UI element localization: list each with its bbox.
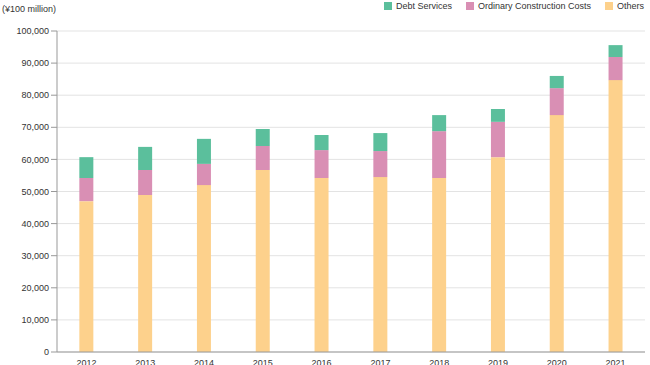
svg-text:2014: 2014 bbox=[194, 358, 214, 365]
svg-text:60,000: 60,000 bbox=[21, 155, 49, 165]
svg-text:50,000: 50,000 bbox=[21, 187, 49, 197]
svg-text:2013: 2013 bbox=[135, 358, 155, 365]
svg-text:2016: 2016 bbox=[312, 358, 332, 365]
svg-text:20,000: 20,000 bbox=[21, 283, 49, 293]
svg-text:2015: 2015 bbox=[253, 358, 273, 365]
html-text:Others: Others bbox=[617, 1, 644, 11]
svg-text:2017: 2017 bbox=[370, 358, 390, 365]
svg-text:2012: 2012 bbox=[76, 358, 96, 365]
svg-text:2019: 2019 bbox=[488, 358, 508, 365]
svg-text:30,000: 30,000 bbox=[21, 251, 49, 261]
svg-text:100,000: 100,000 bbox=[16, 26, 49, 36]
svg-text:2020: 2020 bbox=[547, 358, 567, 365]
svg-text:70,000: 70,000 bbox=[21, 122, 49, 132]
svg-text:2018: 2018 bbox=[429, 358, 449, 365]
svg-text:80,000: 80,000 bbox=[21, 90, 49, 100]
html-text:Ordinary Construction Costs: Ordinary Construction Costs bbox=[477, 1, 591, 11]
svg-text:2021: 2021 bbox=[606, 358, 626, 365]
html-text:Debt Services: Debt Services bbox=[395, 1, 452, 11]
svg-text:0: 0 bbox=[44, 347, 49, 357]
svg-text:90,000: 90,000 bbox=[21, 58, 49, 68]
svg-text:10,000: 10,000 bbox=[21, 315, 49, 325]
svg-text:40,000: 40,000 bbox=[21, 219, 49, 229]
html-text:(¥100 million): (¥100 million) bbox=[2, 4, 56, 14]
